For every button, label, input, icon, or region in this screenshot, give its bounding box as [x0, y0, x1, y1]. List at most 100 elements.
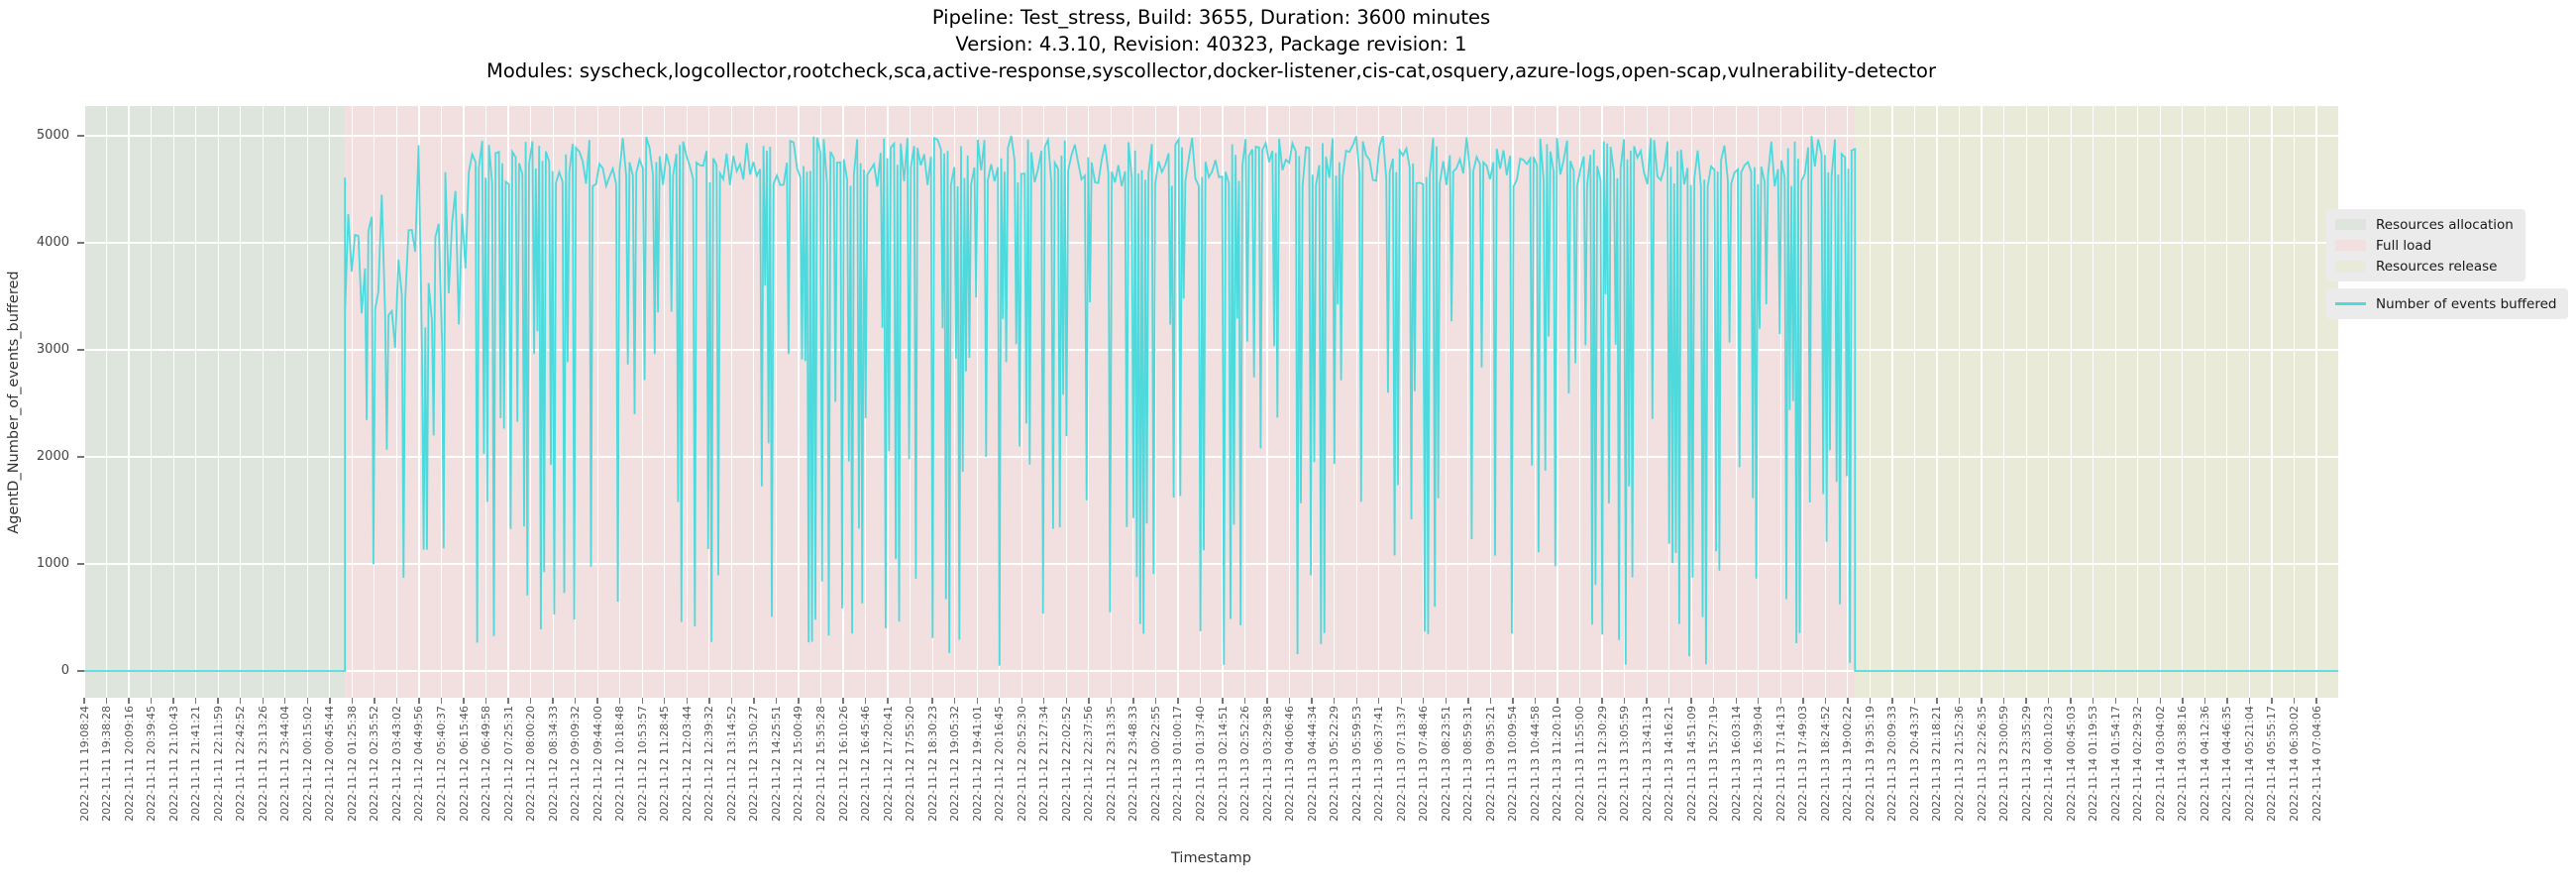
x-tick-label: 2022-11-12 12:03:44: [680, 706, 694, 822]
legend-series: Number of events buffered: [2326, 288, 2569, 319]
x-tick-mark: [1578, 698, 1581, 704]
x-gridline: [1913, 106, 1916, 698]
x-tick-mark: [1311, 698, 1313, 704]
x-tick-mark: [2047, 698, 2050, 704]
x-tick-label: 2022-11-14 05:55:17: [2265, 706, 2279, 822]
x-tick-label: 2022-11-13 21:52:36: [1953, 706, 1967, 822]
x-gridline: [217, 106, 219, 698]
x-tick-mark: [842, 698, 844, 704]
x-tick-mark: [775, 698, 778, 704]
x-tick-label: 2022-11-14 04:46:35: [2220, 706, 2234, 822]
x-tick-mark: [1266, 698, 1268, 704]
x-tick-label: 2022-11-12 16:10:26: [836, 706, 850, 822]
x-gridline: [2070, 106, 2072, 698]
x-gridline: [775, 106, 778, 698]
x-gridline: [2025, 106, 2027, 698]
phase-span-resources-release: [1855, 106, 2338, 698]
x-gridline: [1378, 106, 1380, 698]
x-tick-mark: [1913, 698, 1916, 704]
x-tick-label: 2022-11-12 07:25:31: [501, 706, 515, 822]
x-gridline: [1981, 106, 1983, 698]
x-tick-label: 2022-11-13 08:59:31: [1461, 706, 1475, 822]
x-tick-label: 2022-11-12 17:55:20: [904, 706, 917, 822]
x-tick-label: 2022-11-11 20:09:16: [122, 706, 136, 822]
resources-release-swatch: [2335, 261, 2366, 272]
x-tick-label: 2022-11-13 03:29:38: [1260, 706, 1274, 822]
y-tick-mark: [77, 563, 84, 565]
x-tick-mark: [1667, 698, 1670, 704]
x-tick-label: 2022-11-12 15:35:28: [813, 706, 827, 822]
x-gridline: [1758, 106, 1760, 698]
x-tick-label: 2022-11-14 03:38:16: [2176, 706, 2190, 822]
x-tick-mark: [2271, 698, 2273, 704]
chart-title: Pipeline: Test_stress, Build: 3655, Dura…: [84, 4, 2338, 84]
x-tick-mark: [1378, 698, 1380, 704]
x-tick-label: 2022-11-14 04:12:36: [2198, 706, 2211, 822]
x-tick-mark: [2203, 698, 2206, 704]
y-axis-title: AgentD_Number_of_events_buffered: [6, 271, 22, 534]
x-tick-label: 2022-11-12 08:34:33: [546, 706, 560, 822]
x-tick-label: 2022-11-13 23:35:29: [2019, 706, 2033, 822]
x-tick-label: 2022-11-12 13:50:27: [747, 706, 761, 822]
x-tick-mark: [909, 698, 912, 704]
legend-item-label: Resources allocation: [2376, 216, 2514, 233]
x-gridline: [329, 106, 331, 698]
chart-title-line-1: Pipeline: Test_stress, Build: 3655, Dura…: [931, 6, 1491, 29]
x-tick-mark: [2226, 698, 2228, 704]
x-tick-label: 2022-11-12 19:05:32: [948, 706, 962, 822]
x-gridline: [887, 106, 889, 698]
x-tick-mark: [2248, 698, 2251, 704]
x-gridline: [262, 106, 264, 698]
x-tick-mark: [2137, 698, 2139, 704]
x-gridline: [1713, 106, 1715, 698]
x-tick-mark: [507, 698, 509, 704]
x-tick-mark: [1243, 698, 1246, 704]
x-tick-mark: [463, 698, 465, 704]
x-gridline: [195, 106, 197, 698]
x-tick-mark: [1445, 698, 1448, 704]
x-tick-label: 2022-11-12 18:30:23: [925, 706, 939, 822]
x-tick-label: 2022-11-13 14:51:09: [1684, 706, 1698, 822]
x-tick-label: 2022-11-13 21:18:21: [1930, 706, 1944, 822]
x-tick-mark: [596, 698, 598, 704]
x-tick-label: 2022-11-12 14:25:51: [769, 706, 783, 822]
x-tick-label: 2022-11-13 04:06:46: [1283, 706, 1297, 822]
x-gridline: [306, 106, 308, 698]
x-tick-mark: [686, 698, 688, 704]
x-tick-label: 2022-11-14 01:19:53: [2087, 706, 2100, 822]
y-gridline: [84, 349, 2338, 351]
x-tick-mark: [1847, 698, 1849, 704]
x-gridline: [730, 106, 732, 698]
x-tick-mark: [1020, 698, 1022, 704]
y-tick-label: 0: [60, 663, 69, 678]
y-gridline: [84, 456, 2338, 458]
x-tick-label: 2022-11-13 17:14:13: [1773, 706, 1787, 822]
x-tick-label: 2022-11-13 01:37:40: [1194, 706, 1207, 822]
x-gridline: [2248, 106, 2250, 698]
x-gridline: [1489, 106, 1491, 698]
y-gridline: [84, 670, 2338, 672]
x-gridline: [1088, 106, 1090, 698]
x-gridline: [530, 106, 532, 698]
x-tick-label: 2022-11-13 08:23:51: [1439, 706, 1452, 822]
x-tick-mark: [1936, 698, 1938, 704]
x-tick-mark: [1802, 698, 1804, 704]
x-tick-mark: [552, 698, 554, 704]
x-tick-mark: [1758, 698, 1760, 704]
x-tick-mark: [1690, 698, 1692, 704]
x-gridline: [619, 106, 621, 698]
x-tick-mark: [1199, 698, 1202, 704]
x-tick-label: 2022-11-14 07:04:06: [2309, 706, 2323, 822]
x-tick-mark: [440, 698, 443, 704]
x-tick-mark: [217, 698, 219, 704]
x-tick-label: 2022-11-13 13:41:13: [1640, 706, 1654, 822]
x-tick-label: 2022-11-13 17:49:03: [1796, 706, 1810, 822]
x-tick-mark: [1601, 698, 1603, 704]
x-gridline: [2159, 106, 2161, 698]
x-gridline: [1958, 106, 1961, 698]
x-tick-label: 2022-11-12 09:09:32: [569, 706, 583, 822]
x-tick-label: 2022-11-11 23:13:26: [256, 706, 269, 822]
y-gridline: [84, 242, 2338, 244]
x-tick-label: 2022-11-14 01:54:17: [2108, 706, 2122, 822]
x-tick-label: 2022-11-12 13:14:52: [724, 706, 738, 822]
